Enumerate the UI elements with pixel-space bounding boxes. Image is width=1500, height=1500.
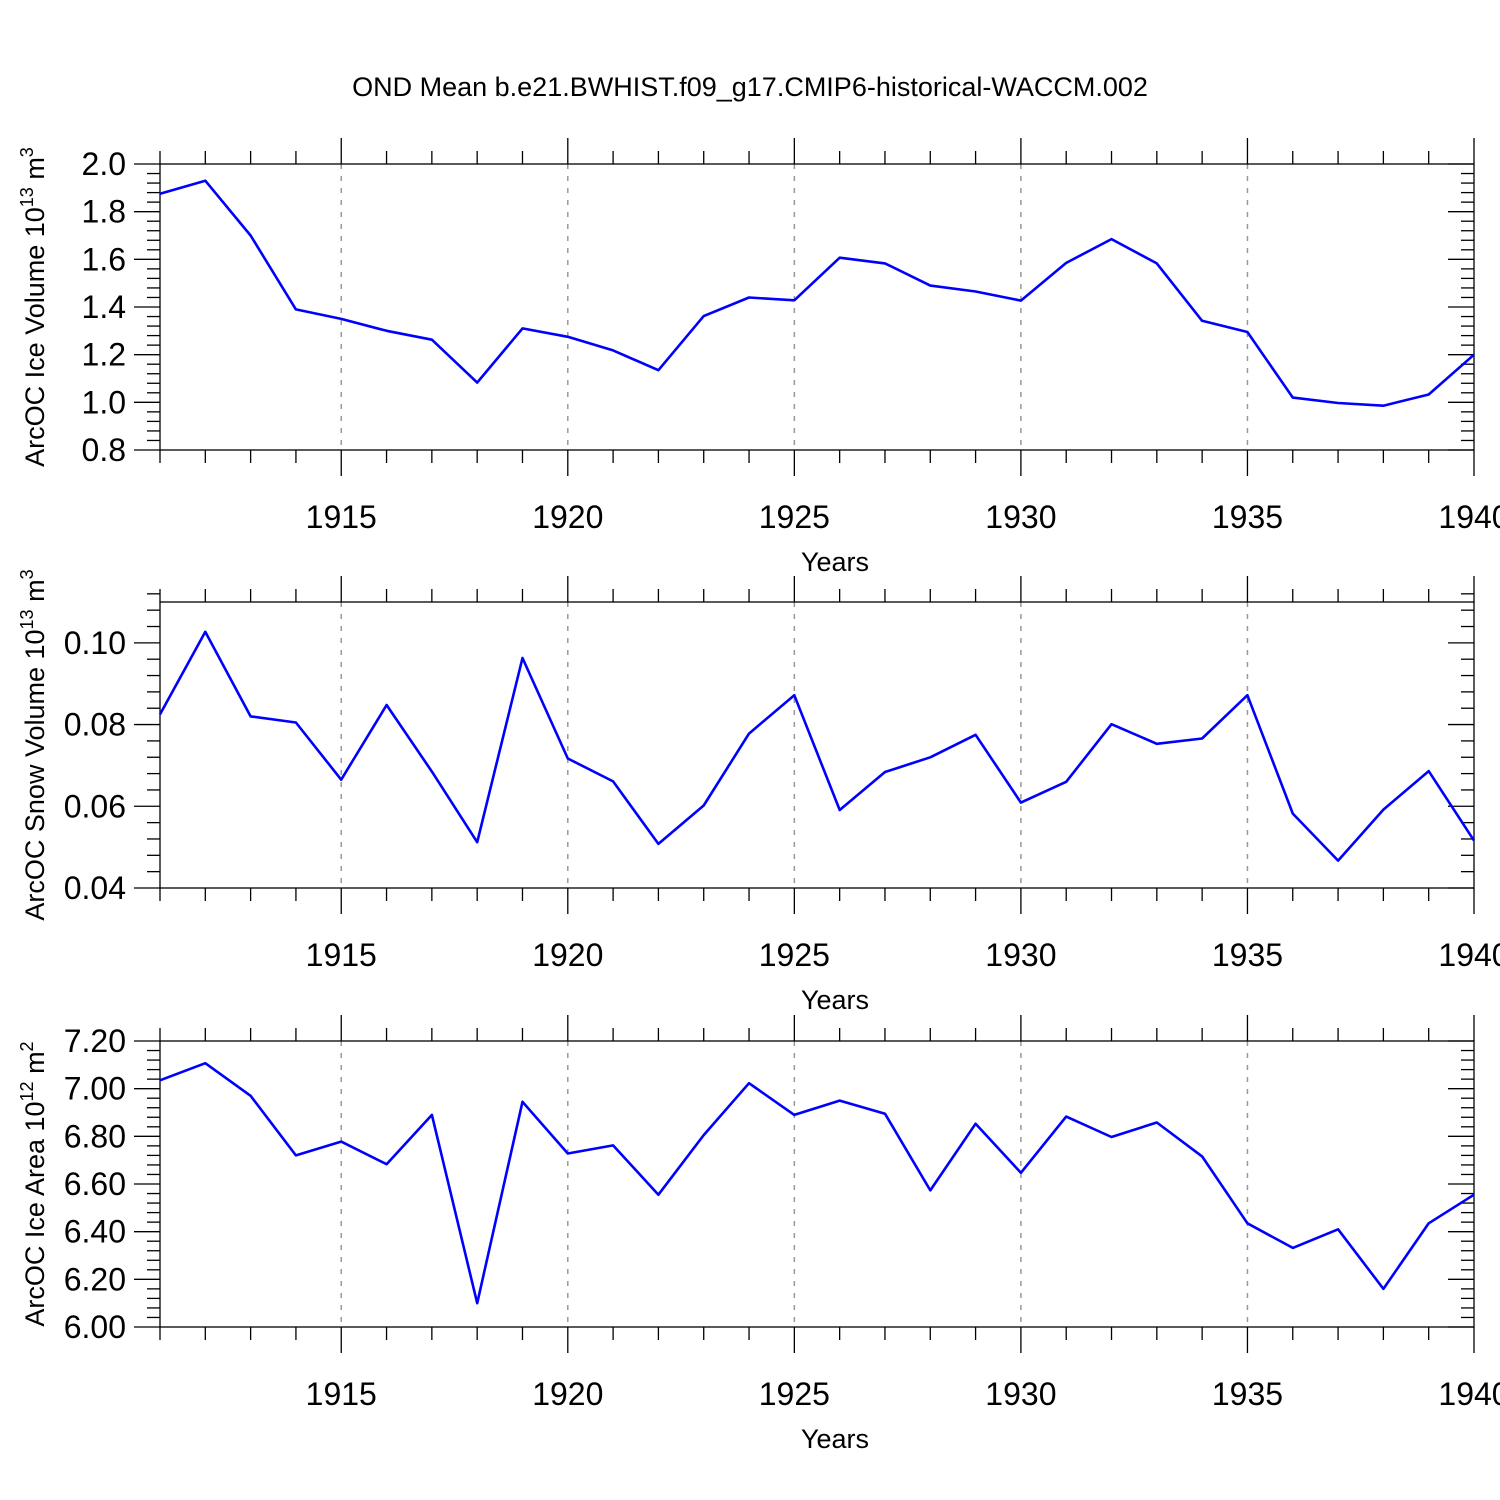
y-axis-label: ArcOC Snow Volume 1013 m3 xyxy=(17,569,50,920)
x-tick-label-1915: 1915 xyxy=(306,499,377,535)
plot-frame xyxy=(159,601,1475,889)
y-tick-label-1.2: 1.2 xyxy=(82,337,126,373)
series-line xyxy=(158,630,1476,862)
plot-frame xyxy=(159,163,1475,451)
y-tick-label-2.0: 2.0 xyxy=(82,146,126,182)
x-tick-label-1920: 1920 xyxy=(532,937,603,973)
y-tick-label-0.8: 0.8 xyxy=(82,432,126,468)
y-tick-label-7.20: 7.20 xyxy=(64,1023,126,1059)
x-tick-label-1920: 1920 xyxy=(532,499,603,535)
x-tick-label-1925: 1925 xyxy=(759,1376,830,1412)
x-tick-label-1925: 1925 xyxy=(759,499,830,535)
x-tick-label-1925: 1925 xyxy=(759,937,830,973)
y-tick-label-7.00: 7.00 xyxy=(64,1071,126,1107)
x-tick-label-1935: 1935 xyxy=(1212,499,1283,535)
y-tick-label-0.04: 0.04 xyxy=(64,870,126,906)
y-axis-label: ArcOC Ice Volume 1013 m3 xyxy=(17,147,50,467)
y-tick-label-6.60: 6.60 xyxy=(64,1166,126,1202)
x-tick-label-1915: 1915 xyxy=(306,937,377,973)
panel-1: 1915 1920 1925 1930 1935 1940 Years 0.8 1.0 1.2 1.… xyxy=(17,138,1500,577)
y-tick-label-6.80: 6.80 xyxy=(64,1118,126,1154)
x-axis-label: Years xyxy=(801,547,869,577)
x-axis-label: Years xyxy=(801,1424,869,1454)
y-tick-label-1.8: 1.8 xyxy=(82,194,126,230)
x-tick-label-1940: 1940 xyxy=(1438,937,1500,973)
x-axis-label: Years xyxy=(801,985,869,1015)
series-line xyxy=(159,1061,1475,1305)
x-tick-label-1940: 1940 xyxy=(1438,499,1500,535)
panel-2: 1915 1920 1925 1930 1935 1940 Years 0.04 0.06 0.0… xyxy=(17,569,1500,1015)
y-tick-label-6.40: 6.40 xyxy=(64,1214,126,1250)
y-tick-label-0.08: 0.08 xyxy=(64,707,126,743)
y-tick-label-1.4: 1.4 xyxy=(82,289,126,325)
x-tick-label-1935: 1935 xyxy=(1212,937,1283,973)
y-axis-label: ArcOC Ice Area 1012 m2 xyxy=(17,1041,50,1326)
panel-3: 1915 1920 1925 1930 1935 1940 Years 6.00 6.20 6.4… xyxy=(17,1015,1500,1454)
x-tick-label-1930: 1930 xyxy=(985,1376,1056,1412)
x-tick-label-1930: 1930 xyxy=(985,937,1056,973)
x-tick-label-1935: 1935 xyxy=(1212,1376,1283,1412)
series-line xyxy=(159,179,1475,408)
y-tick-label-0.10: 0.10 xyxy=(64,625,126,661)
x-tick-label-1915: 1915 xyxy=(306,1376,377,1412)
x-tick-label-1940: 1940 xyxy=(1438,1376,1500,1412)
y-tick-label-0.06: 0.06 xyxy=(64,788,126,824)
chart-title: OND Mean b.e21.BWHIST.f09_g17.CMIP6-hist… xyxy=(352,72,1148,102)
y-tick-label-6.00: 6.00 xyxy=(64,1309,126,1345)
y-tick-label-1.6: 1.6 xyxy=(82,241,126,277)
x-tick-label-1930: 1930 xyxy=(985,499,1056,535)
plot-frame xyxy=(159,1040,1475,1328)
x-tick-label-1920: 1920 xyxy=(532,1376,603,1412)
y-tick-label-6.20: 6.20 xyxy=(64,1261,126,1297)
y-tick-label-1.0: 1.0 xyxy=(82,384,126,420)
